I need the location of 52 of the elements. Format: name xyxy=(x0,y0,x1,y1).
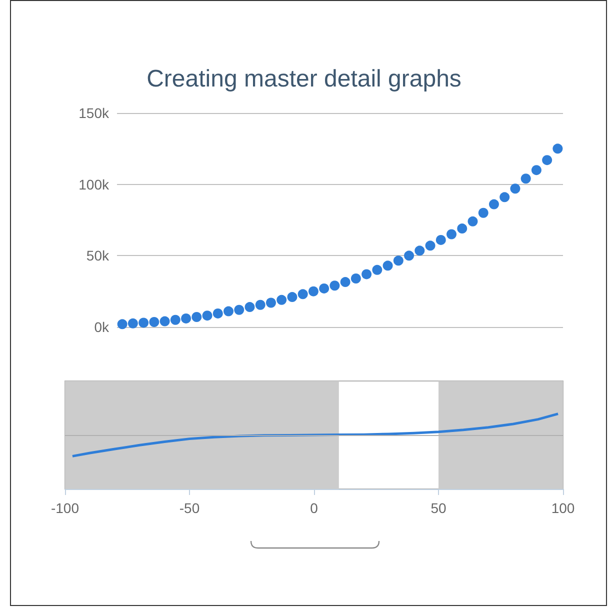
point xyxy=(160,316,170,326)
point xyxy=(287,292,298,302)
point xyxy=(542,155,552,166)
point xyxy=(298,289,308,300)
point xyxy=(319,283,330,294)
point xyxy=(393,256,404,266)
chart-title: Creating master detail graphs xyxy=(146,66,462,92)
point xyxy=(149,317,160,328)
point xyxy=(414,246,425,256)
point xyxy=(202,310,212,321)
x-tick-label: 100 xyxy=(551,500,575,516)
point xyxy=(478,208,488,218)
point xyxy=(192,312,202,322)
x-tick-label: -100 xyxy=(50,500,80,516)
point xyxy=(212,308,223,318)
point xyxy=(372,264,382,275)
point xyxy=(362,269,372,280)
point xyxy=(244,302,255,312)
y-tick-label: 100k xyxy=(78,176,110,192)
point xyxy=(330,280,340,291)
point xyxy=(425,240,436,251)
point xyxy=(128,318,138,328)
point xyxy=(170,314,180,325)
point xyxy=(552,144,563,154)
point xyxy=(266,298,276,308)
y-tick-label: 50k xyxy=(86,248,110,264)
point xyxy=(138,318,149,328)
y-tick-label: 150k xyxy=(78,105,110,121)
point xyxy=(468,216,478,226)
point xyxy=(510,184,520,194)
x-tick-label: 50 xyxy=(430,500,446,516)
x-tick-label: 0 xyxy=(310,500,318,516)
point xyxy=(224,306,234,316)
point xyxy=(340,277,350,288)
point xyxy=(531,165,542,176)
y-tick-label: 0k xyxy=(94,319,110,335)
point xyxy=(488,199,499,210)
point xyxy=(446,229,456,240)
point xyxy=(308,286,318,296)
point xyxy=(181,313,192,324)
x-tick-label: -50 xyxy=(179,500,200,516)
point xyxy=(255,300,266,310)
point xyxy=(117,319,128,330)
point xyxy=(276,294,287,305)
point xyxy=(234,304,244,315)
point xyxy=(457,224,468,234)
point xyxy=(436,234,446,245)
point xyxy=(350,273,361,284)
point xyxy=(520,174,531,184)
point xyxy=(382,260,393,271)
point xyxy=(500,192,510,202)
point xyxy=(404,250,414,261)
